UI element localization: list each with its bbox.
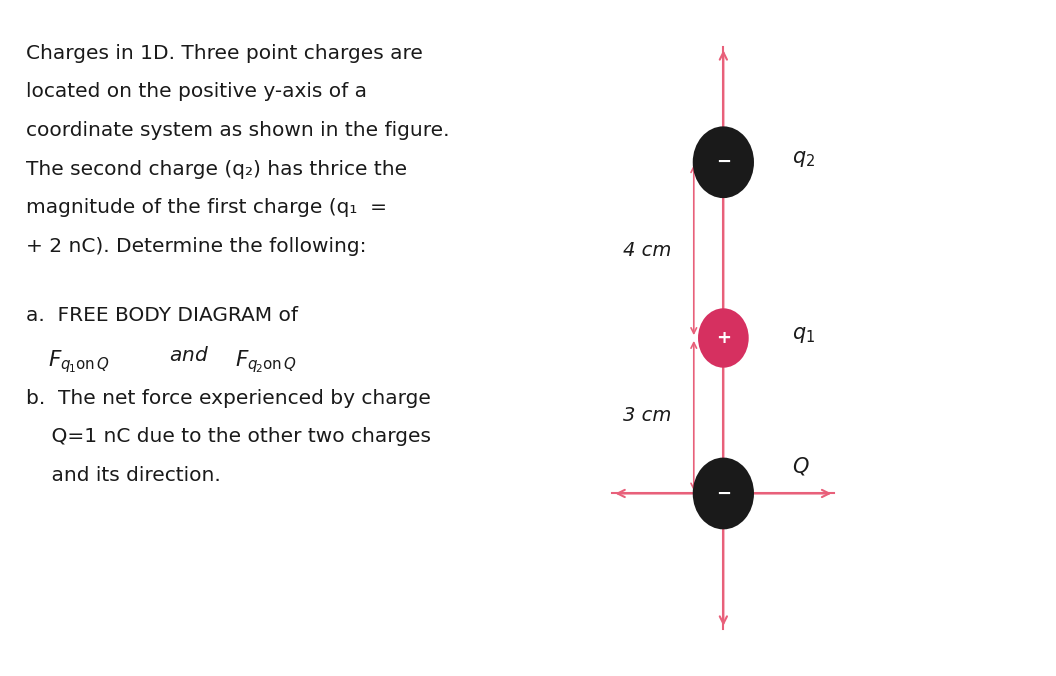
Text: $Q$: $Q$ <box>792 456 810 477</box>
Text: magnitude of the first charge (q₁  =: magnitude of the first charge (q₁ = <box>26 198 388 217</box>
Text: The second charge (q₂) has thrice the: The second charge (q₂) has thrice the <box>26 160 408 178</box>
Text: $q_1$: $q_1$ <box>792 324 815 345</box>
Text: a.  FREE BODY DIAGRAM of: a. FREE BODY DIAGRAM of <box>26 306 299 325</box>
Text: Q=1 nC due to the other two charges: Q=1 nC due to the other two charges <box>26 427 432 446</box>
Text: 3 cm: 3 cm <box>623 406 672 425</box>
Text: b.  The net force experienced by charge: b. The net force experienced by charge <box>26 389 431 408</box>
Ellipse shape <box>693 458 754 529</box>
Ellipse shape <box>698 308 749 368</box>
Text: 4 cm: 4 cm <box>623 241 672 260</box>
Text: + 2 nC). Determine the following:: + 2 nC). Determine the following: <box>26 237 366 256</box>
Text: Charges in 1D. Three point charges are: Charges in 1D. Three point charges are <box>26 44 423 63</box>
Ellipse shape <box>693 126 754 198</box>
Text: $\mathit{and}$: $\mathit{and}$ <box>169 346 209 365</box>
Text: $q_2$: $q_2$ <box>792 149 815 169</box>
Text: and its direction.: and its direction. <box>26 466 221 485</box>
Text: $F_{q_{\!1}\mathrm{on}\,Q}$: $F_{q_{\!1}\mathrm{on}\,Q}$ <box>48 348 109 375</box>
Text: −: − <box>716 485 731 502</box>
Text: −: − <box>716 153 731 171</box>
Text: $F_{q_{\!2}\mathrm{on}\,Q}$: $F_{q_{\!2}\mathrm{on}\,Q}$ <box>235 348 297 375</box>
Text: +: + <box>716 329 731 347</box>
Text: located on the positive y-axis of a: located on the positive y-axis of a <box>26 82 367 101</box>
Text: coordinate system as shown in the figure.: coordinate system as shown in the figure… <box>26 121 450 140</box>
